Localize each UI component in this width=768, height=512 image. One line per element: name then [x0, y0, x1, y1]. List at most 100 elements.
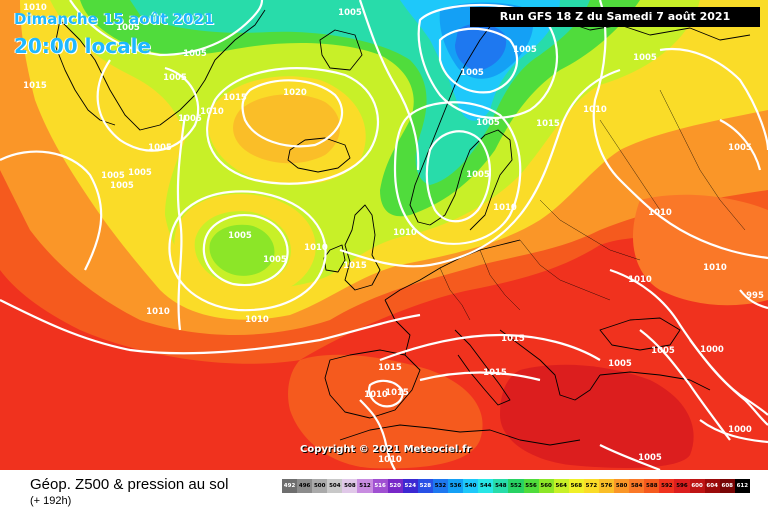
- scale-swatch: 500: [312, 479, 328, 493]
- isobar-value-label: 1005: [513, 45, 537, 55]
- isobar-1015-high: [206, 67, 380, 185]
- scale-swatch: 564: [553, 479, 569, 493]
- isobars: [0, 0, 768, 470]
- scale-swatch-label: 492: [283, 483, 296, 489]
- country-borders: [439, 89, 746, 321]
- isobar-1010-south: [0, 299, 421, 355]
- scale-swatch-label: 600: [691, 483, 703, 489]
- scale-swatch-label: 524: [404, 483, 417, 489]
- isobar-value-label: 1005: [110, 181, 134, 191]
- scale-swatch: 588: [644, 479, 660, 493]
- isobar-value-label: 995: [746, 291, 764, 301]
- scale-swatch: 504: [327, 479, 343, 493]
- isobar-value-label: 1010: [245, 315, 269, 325]
- scale-swatch-label: 516: [374, 483, 386, 489]
- isobar-value-label: 1010: [493, 203, 517, 213]
- scale-swatch-label: 568: [570, 483, 583, 489]
- z500-band-mediterranean: [500, 364, 694, 468]
- scale-swatch-label: 508: [344, 483, 356, 489]
- scale-swatch-label: 612: [736, 483, 749, 489]
- scale-swatch: 580: [614, 479, 630, 493]
- coastline-norway: [409, 19, 496, 226]
- isobar-1005-greenland: [69, 0, 264, 57]
- scale-swatch: 552: [508, 479, 524, 493]
- isobar-value-label: 1015: [378, 363, 402, 373]
- coastline-italy: [454, 329, 511, 406]
- isobar-1015-iberia-small: [368, 379, 404, 408]
- isobar-1005-russia: [719, 119, 762, 171]
- coastline-iberia: [324, 349, 421, 419]
- coastline-france: [384, 299, 411, 356]
- isobar-1015-italy: [419, 371, 541, 382]
- scale-swatch: 548: [493, 479, 509, 493]
- scale-swatch-label: 556: [525, 483, 537, 489]
- scale-swatch-label: 500: [313, 483, 326, 489]
- scale-swatch: 508: [342, 479, 358, 493]
- isobar-1010-scandinavia: [393, 101, 522, 245]
- scale-swatch-label: 536: [449, 483, 462, 489]
- isobar-1015-alps: [379, 333, 601, 362]
- isobar-value-label: 1015: [385, 388, 409, 398]
- isobar-value-label: 1005: [608, 359, 632, 369]
- isobar-1005-barents: [438, 27, 519, 94]
- scale-swatch-label: 580: [615, 483, 628, 489]
- coastline-black-sea: [599, 317, 681, 351]
- z500-band-532: [455, 23, 507, 71]
- isobar-value-label: 1015: [501, 334, 525, 344]
- coastline-greenland: [59, 9, 266, 131]
- isobar-1005-sahara: [599, 444, 661, 470]
- isobar-value-label: 1005: [476, 118, 500, 128]
- coastline-sweden-finland: [429, 129, 513, 231]
- scale-swatch-label: 544: [480, 483, 492, 489]
- scale-swatch-label: 560: [540, 483, 552, 489]
- isobar-value-label: 1010: [583, 105, 607, 115]
- scale-swatch: 496: [297, 479, 313, 493]
- scale-swatch-label: 576: [600, 483, 613, 489]
- isobar-1005-scandinavia: [425, 130, 492, 223]
- isobar-value-label: 1010: [146, 307, 170, 317]
- isobar-1010-east: [592, 0, 768, 260]
- scale-swatch: 560: [538, 479, 554, 493]
- scale-swatch: 568: [568, 479, 584, 493]
- isobar-1005-loop: [96, 59, 200, 152]
- isobar-1005-east-2: [639, 329, 731, 441]
- coastline-europe-west: [384, 239, 521, 301]
- geopotential-map: 1010100510051005100510151020101510101005…: [0, 0, 768, 470]
- scale-swatch-label: 592: [661, 483, 673, 489]
- scale-swatch: 492: [282, 479, 298, 493]
- coastline-svalbard: [319, 29, 363, 71]
- coastlines: [54, 9, 751, 446]
- scale-swatch: 592: [659, 479, 675, 493]
- scale-swatch-label: 552: [510, 483, 522, 489]
- isobar-1010-barents: [417, 3, 559, 120]
- scale-swatch: 512: [357, 479, 373, 493]
- scale-swatch: 520: [387, 479, 403, 493]
- isobar-1005-north: [358, 0, 420, 171]
- isobar-value-label: 1020: [283, 88, 307, 98]
- isobar-value-label: 1005: [263, 255, 287, 265]
- copyright-notice: Copyright © 2021 Meteociel.fr: [300, 444, 472, 455]
- isobar-1000-turkey: [689, 339, 768, 416]
- isobar-value-label: 1015: [536, 119, 560, 129]
- isobar-value-label: 1005: [466, 170, 490, 180]
- isobar-1020-high: [241, 79, 344, 148]
- coastline-greenland-west: [54, 19, 116, 126]
- scale-swatch-label: 540: [464, 483, 477, 489]
- map-parameter-title: Géop. Z500 & pression au sol: [30, 476, 229, 493]
- color-scale: 492 496 500 504 508 512 516 520 524 528 532 536 540 5…: [282, 479, 750, 493]
- isobar-1015-west: [0, 150, 103, 271]
- isobar-value-label: 1010: [648, 208, 672, 218]
- isobar-1010-iberia: [359, 399, 396, 470]
- isobar-value-label: 1005: [128, 168, 152, 178]
- isobar-value-label: 1005: [638, 453, 662, 463]
- scale-swatch: 536: [448, 479, 464, 493]
- isobar-value-label: 1010: [364, 390, 388, 400]
- forecast-lead-time: (+ 192h): [30, 495, 72, 507]
- scale-swatch: 572: [583, 479, 599, 493]
- isobar-value-label: 1005: [116, 23, 140, 33]
- isobar-995-east: [739, 289, 768, 310]
- isobar-value-label: 1005: [183, 49, 207, 59]
- border-5: [599, 119, 661, 211]
- isobar-value-label: 1010: [304, 243, 328, 253]
- scale-swatch-label: 608: [721, 483, 733, 489]
